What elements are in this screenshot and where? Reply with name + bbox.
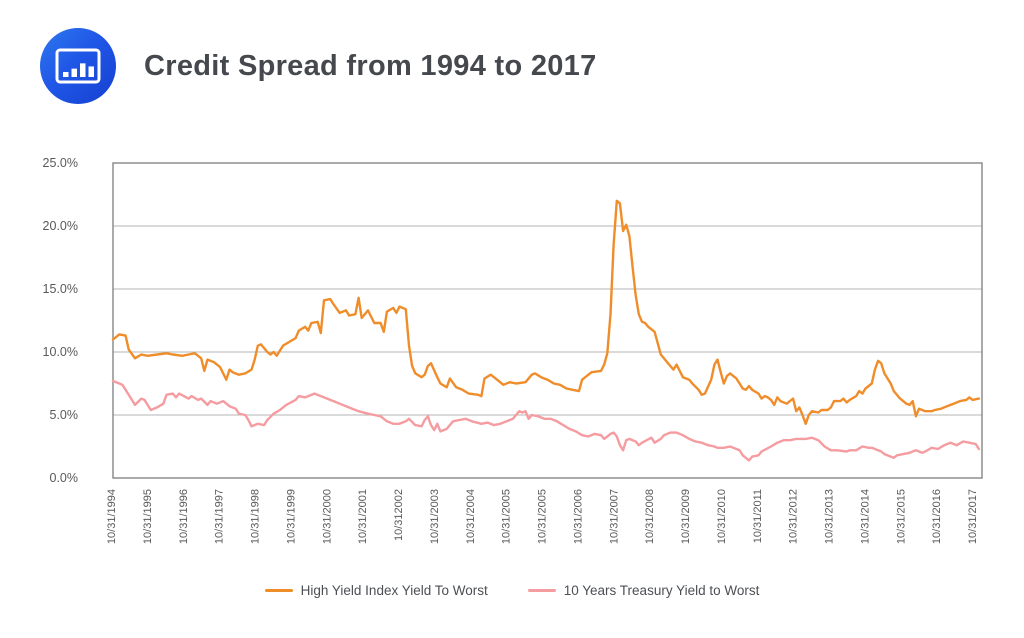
- y-tick-label: 5.0%: [50, 408, 79, 422]
- logo: [40, 28, 116, 104]
- y-tick-label: 10.0%: [43, 345, 78, 359]
- y-tick-label: 0.0%: [50, 471, 79, 485]
- y-tick-label: 20.0%: [43, 219, 78, 233]
- x-tick-label: 10/31/2014: [859, 489, 871, 544]
- x-tick-label: 10/31/2004: [465, 489, 477, 544]
- legend-label-high-yield: High Yield Index Yield To Worst: [300, 583, 488, 598]
- x-tick-label: 10/31/1999: [285, 489, 297, 544]
- x-tick-label: 10/31/2017: [967, 489, 979, 544]
- x-tick-label: 10/31/2013: [824, 489, 836, 544]
- logo-bar: [71, 68, 77, 77]
- high-yield-line: [111, 199, 981, 425]
- header: Credit Spread from 1994 to 2017: [40, 28, 597, 104]
- x-tick-label: 10/312002: [393, 489, 405, 541]
- x-tick-label: 10/31/2005: [501, 489, 513, 544]
- chart-legend: High Yield Index Yield To Worst 10 Years…: [0, 583, 1024, 598]
- x-tick-label: 10/31/2001: [357, 489, 369, 544]
- x-tick-label: 10/31/1995: [142, 489, 154, 544]
- legend-item-high-yield: High Yield Index Yield To Worst: [264, 583, 488, 598]
- high-yield-line-swatch: [264, 589, 293, 592]
- x-tick-label: 10/31/2006: [572, 489, 584, 544]
- x-tick-label: 10/31/1994: [106, 489, 118, 544]
- x-tick-label: 10/31/1996: [178, 489, 190, 544]
- legend-label-treasury: 10 Years Treasury Yield to Worst: [563, 583, 760, 598]
- x-tick-label: 10/31/2012: [788, 489, 800, 544]
- legend-item-treasury: 10 Years Treasury Yield to Worst: [527, 583, 760, 598]
- x-tick-label: 10/31/2015: [895, 489, 907, 544]
- y-tick-label: 25.0%: [43, 156, 78, 170]
- x-tick-label: 10/31/2008: [644, 489, 656, 544]
- treasury-line-swatch: [527, 589, 556, 592]
- x-tick-label: 10/31/2003: [429, 489, 441, 544]
- x-tick-label: 10/31/2016: [931, 489, 943, 544]
- plot-border: [112, 162, 983, 479]
- x-tick-label: 10/31/2005: [537, 489, 549, 544]
- treasury-line: [111, 379, 981, 462]
- y-tick-label: 15.0%: [43, 282, 78, 296]
- bar-chart-icon: [55, 48, 101, 84]
- page-title: Credit Spread from 1994 to 2017: [144, 49, 597, 82]
- x-tick-label: 10/31/2009: [680, 489, 692, 544]
- x-tick-label: 10/31/2010: [716, 489, 728, 544]
- logo-bar: [63, 72, 69, 77]
- x-tick-label: 10/31/2011: [752, 489, 764, 543]
- x-tick-label: 10/31/1998: [250, 489, 262, 544]
- logo-bar: [80, 63, 86, 77]
- x-tick-label: 10/31/2000: [321, 489, 333, 544]
- x-tick-label: 10/31/1997: [214, 489, 226, 544]
- x-tick-label: 10/31/2007: [608, 489, 620, 544]
- logo-bar: [88, 66, 94, 77]
